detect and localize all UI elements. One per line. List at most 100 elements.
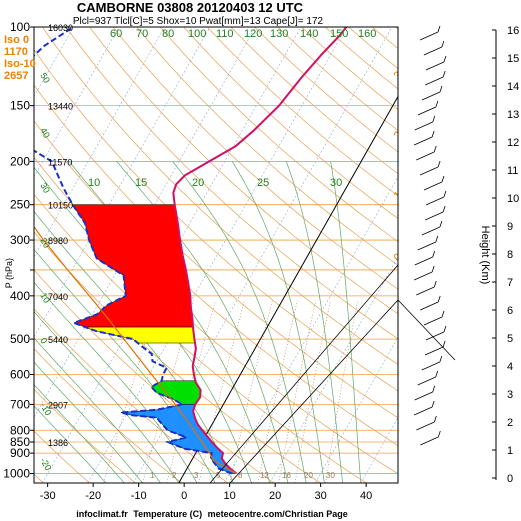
wind-barb bbox=[413, 271, 433, 281]
theta-label: 120 bbox=[244, 28, 262, 40]
x-tick-label: -10 bbox=[131, 490, 147, 502]
p-tick-label: 900 bbox=[10, 446, 30, 460]
height-tick-label: 15 bbox=[507, 53, 519, 65]
temp-label: 20 bbox=[392, 125, 409, 142]
x-tick-label: 20 bbox=[269, 490, 281, 502]
isotherm-line bbox=[34, 27, 256, 418]
p-tick-label: 400 bbox=[10, 289, 30, 303]
series-dewpoint bbox=[34, 27, 233, 475]
wind-barb bbox=[423, 46, 443, 56]
zero-isotherm bbox=[178, 95, 398, 483]
wind-barb-flag bbox=[443, 55, 447, 63]
wind-barb-flag bbox=[432, 115, 436, 123]
mixing-ratio-label: 5 bbox=[216, 471, 221, 480]
height-annotation: 8980 bbox=[48, 236, 68, 246]
height-tick-label: 5 bbox=[507, 333, 513, 345]
moist-adiabat bbox=[34, 248, 216, 483]
p-tick-label: 250 bbox=[10, 198, 30, 212]
mixing-ratio-label: 12 bbox=[260, 471, 269, 480]
wind-barb bbox=[421, 91, 441, 101]
height-annotation: 11570 bbox=[48, 157, 72, 167]
p-tick-label: 200 bbox=[10, 154, 30, 168]
wind-barb bbox=[425, 331, 445, 341]
freezing-level-info: Iso 0 1170 Iso-10 2657 bbox=[4, 34, 36, 82]
p-tick-label: 300 bbox=[10, 233, 30, 247]
mixing-ratio-line bbox=[142, 300, 194, 483]
x-tick-label: 30 bbox=[315, 490, 327, 502]
isotherm-line bbox=[0, 27, 28, 483]
wind-barb-flag bbox=[442, 340, 446, 348]
dry-adiabat bbox=[42, 27, 398, 365]
theta-e-label: 30 bbox=[38, 181, 52, 195]
wind-barb bbox=[419, 166, 439, 176]
theta-label: 10 bbox=[88, 177, 100, 189]
moist-adiabat bbox=[231, 161, 325, 483]
height-tick-label: 12 bbox=[507, 137, 519, 149]
chart-footer: infoclimat.fr Temperature (C) meteocentr… bbox=[76, 509, 347, 519]
dry-adiabat bbox=[159, 27, 398, 243]
theta-label: 140 bbox=[300, 28, 318, 40]
dry-adiabat bbox=[34, 120, 398, 446]
moist-adiabat bbox=[34, 361, 143, 483]
height-annotation: 13440 bbox=[48, 102, 73, 112]
theta-e-label: 50 bbox=[38, 71, 52, 85]
wind-barb-flag bbox=[435, 370, 439, 378]
p-tick-label: 500 bbox=[10, 332, 30, 346]
wind-barb-flag bbox=[441, 40, 445, 48]
wind-barbs bbox=[413, 25, 447, 446]
wind-barb-flag bbox=[437, 25, 441, 33]
x-tick-label: 0 bbox=[181, 490, 187, 502]
dry-adiabat bbox=[34, 308, 229, 483]
moist-adiabat bbox=[34, 384, 125, 483]
theta-label: 25 bbox=[257, 177, 269, 189]
p-tick-label: 100 bbox=[10, 20, 30, 34]
wind-barb-flag bbox=[431, 265, 435, 273]
series-temperature bbox=[172, 27, 348, 475]
wind-barb bbox=[416, 286, 435, 296]
dry-adiabat bbox=[65, 27, 398, 340]
wind-barb-flag bbox=[433, 145, 437, 153]
height-annotation: 5440 bbox=[48, 335, 68, 345]
wind-barb-flag bbox=[433, 415, 437, 423]
wind-barb-flag bbox=[442, 205, 446, 213]
moist-adiabat bbox=[330, 161, 362, 483]
wind-barb-flag bbox=[439, 85, 443, 93]
p-tick-label: 150 bbox=[10, 99, 30, 113]
isotherm-line bbox=[133, 27, 393, 483]
theta-label: 60 bbox=[110, 28, 122, 40]
dry-adiabat bbox=[34, 348, 182, 483]
height-annotation: 2907 bbox=[48, 400, 68, 410]
iso10-value: 2657 bbox=[4, 70, 28, 82]
height-tick-label: 9 bbox=[507, 221, 513, 233]
wind-barb bbox=[414, 256, 433, 266]
footer-right: meteocentre.com/Christian Page bbox=[208, 509, 348, 519]
mixing-ratio-grid bbox=[103, 300, 358, 483]
theta-e-label: -30 bbox=[38, 502, 53, 518]
wind-barb bbox=[423, 316, 443, 326]
dry-adiabat bbox=[230, 27, 398, 175]
isotherm-line bbox=[87, 27, 347, 483]
dry-adiabat bbox=[34, 231, 321, 483]
moist-adiabat bbox=[34, 337, 161, 483]
dry-adiabat bbox=[89, 27, 398, 315]
wind-barb bbox=[413, 136, 433, 146]
theta-e-label: 0 bbox=[38, 336, 49, 345]
lifted-line bbox=[229, 299, 399, 484]
wind-barb-flag bbox=[435, 100, 439, 108]
dry-adiabat bbox=[112, 27, 398, 290]
theta-label: 70 bbox=[136, 28, 148, 40]
dry-adiabat bbox=[34, 193, 367, 483]
wind-barb-flag bbox=[437, 430, 441, 438]
mixing-ratio-line bbox=[229, 300, 273, 483]
mixing-ratio-label: 8 bbox=[238, 471, 243, 480]
mixing-ratio-label: 2 bbox=[172, 471, 177, 480]
wind-barb bbox=[417, 376, 436, 386]
height-tick-label: 2 bbox=[507, 417, 513, 429]
height-tick-label: 3 bbox=[507, 389, 513, 401]
isotherm-line bbox=[42, 27, 302, 483]
p-tick-label: 600 bbox=[10, 367, 30, 381]
iso10-label: Iso-10 bbox=[4, 58, 36, 70]
height-annotation: 1386 bbox=[48, 438, 68, 448]
